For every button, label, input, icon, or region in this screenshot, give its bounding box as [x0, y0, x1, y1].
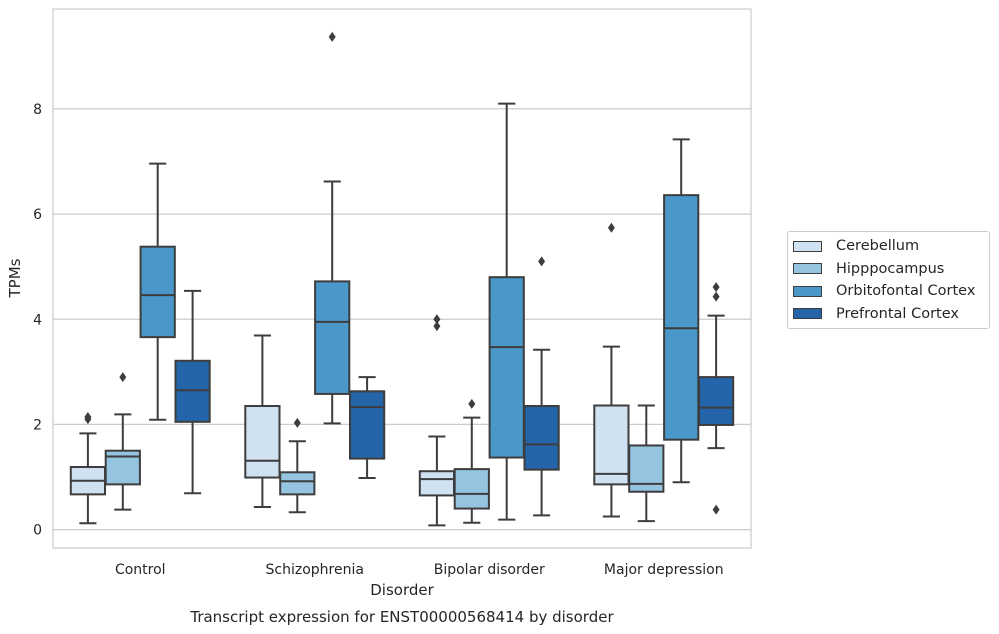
box-iqr: [174, 359, 211, 423]
box-prefrontal-cortex-0: [174, 289, 211, 495]
box-iqr: [139, 245, 176, 339]
box-orbitofontal-cortex-3: [663, 138, 700, 484]
legend-label: Hipppocampus: [836, 260, 945, 277]
legend-swatch: [793, 263, 822, 275]
outlier-point: [607, 222, 615, 233]
outlier-point: [84, 412, 92, 423]
box-orbitofontal-cortex-2: [488, 102, 525, 521]
legend-item: Orbitofontal Cortex: [788, 280, 989, 303]
legend-item: Cerebellum: [788, 235, 989, 258]
outlier-point: [712, 282, 720, 293]
box-iqr: [453, 468, 490, 510]
legend-swatch: [793, 240, 822, 252]
box-orbitofontal-cortex-1: [314, 31, 351, 425]
box-orbitofontal-cortex-0: [139, 162, 176, 421]
outlier-point: [119, 372, 127, 383]
legend-item: Prefrontal Cortex: [788, 303, 989, 326]
y-tick-label: 4: [33, 312, 42, 328]
box-cerebellum-0: [69, 412, 107, 525]
box-iqr: [244, 405, 281, 479]
box-iqr: [663, 194, 700, 441]
legend-swatch: [793, 308, 822, 320]
outlier-point: [468, 398, 476, 409]
box-cerebellum-1: [244, 334, 281, 508]
y-axis-ticks: 0 2 4 6 8: [33, 102, 42, 539]
legend-swatch: [793, 285, 822, 297]
box-iqr: [488, 276, 525, 459]
legend-label: Prefrontal Cortex: [836, 305, 959, 322]
y-tick-label: 6: [33, 207, 42, 223]
y-tick-label: 8: [33, 102, 42, 118]
outlier-point: [538, 256, 546, 267]
y-tick-label: 0: [33, 523, 42, 539]
legend-item: Hipppocampus: [788, 258, 989, 281]
box-cerebellum-2: [418, 314, 456, 527]
outlier-point: [293, 417, 301, 428]
legend-label: Cerebellum: [836, 238, 920, 255]
box-hipppocampus-0: [104, 372, 141, 511]
y-tick-label: 2: [33, 417, 42, 433]
box-hipppocampus-1: [279, 417, 316, 514]
plot-frame: [52, 8, 752, 549]
x-axis-label: Disorder: [370, 581, 434, 599]
chart-title: Transcript expression for ENST0000056841…: [189, 608, 614, 626]
boxes-layer: [69, 31, 735, 527]
outlier-point: [712, 504, 720, 515]
outlier-point: [712, 291, 720, 302]
outlier-point: [328, 31, 336, 42]
x-tick-label: Bipolar disorder: [434, 562, 545, 578]
box-hipppocampus-3: [628, 404, 665, 523]
legend: Cerebellum Hipppocampus Orbitofontal Corte…: [787, 231, 990, 329]
x-tick-label: Schizophrenia: [266, 562, 364, 578]
box-iqr: [314, 280, 351, 395]
box-iqr: [418, 470, 456, 497]
x-tick-label: Control: [115, 562, 166, 578]
box-prefrontal-cortex-1: [348, 376, 386, 480]
x-axis-ticks: Control Schizophrenia Bipolar disorder Majo…: [115, 562, 724, 578]
y-axis-label: TPMs: [6, 258, 24, 298]
x-tick-label: Major depression: [604, 562, 724, 578]
box-prefrontal-cortex-3: [697, 282, 735, 515]
box-iqr: [523, 405, 560, 471]
legend-label: Orbitofontal Cortex: [836, 283, 976, 300]
box-iqr: [697, 376, 735, 426]
box-iqr: [593, 404, 630, 486]
box-prefrontal-cortex-2: [523, 256, 560, 517]
outlier-point: [433, 314, 441, 325]
box-iqr: [348, 390, 386, 460]
outlier-point: [433, 321, 441, 332]
box-iqr: [279, 471, 316, 496]
box-hipppocampus-2: [453, 398, 490, 524]
box-cerebellum-3: [593, 222, 630, 518]
